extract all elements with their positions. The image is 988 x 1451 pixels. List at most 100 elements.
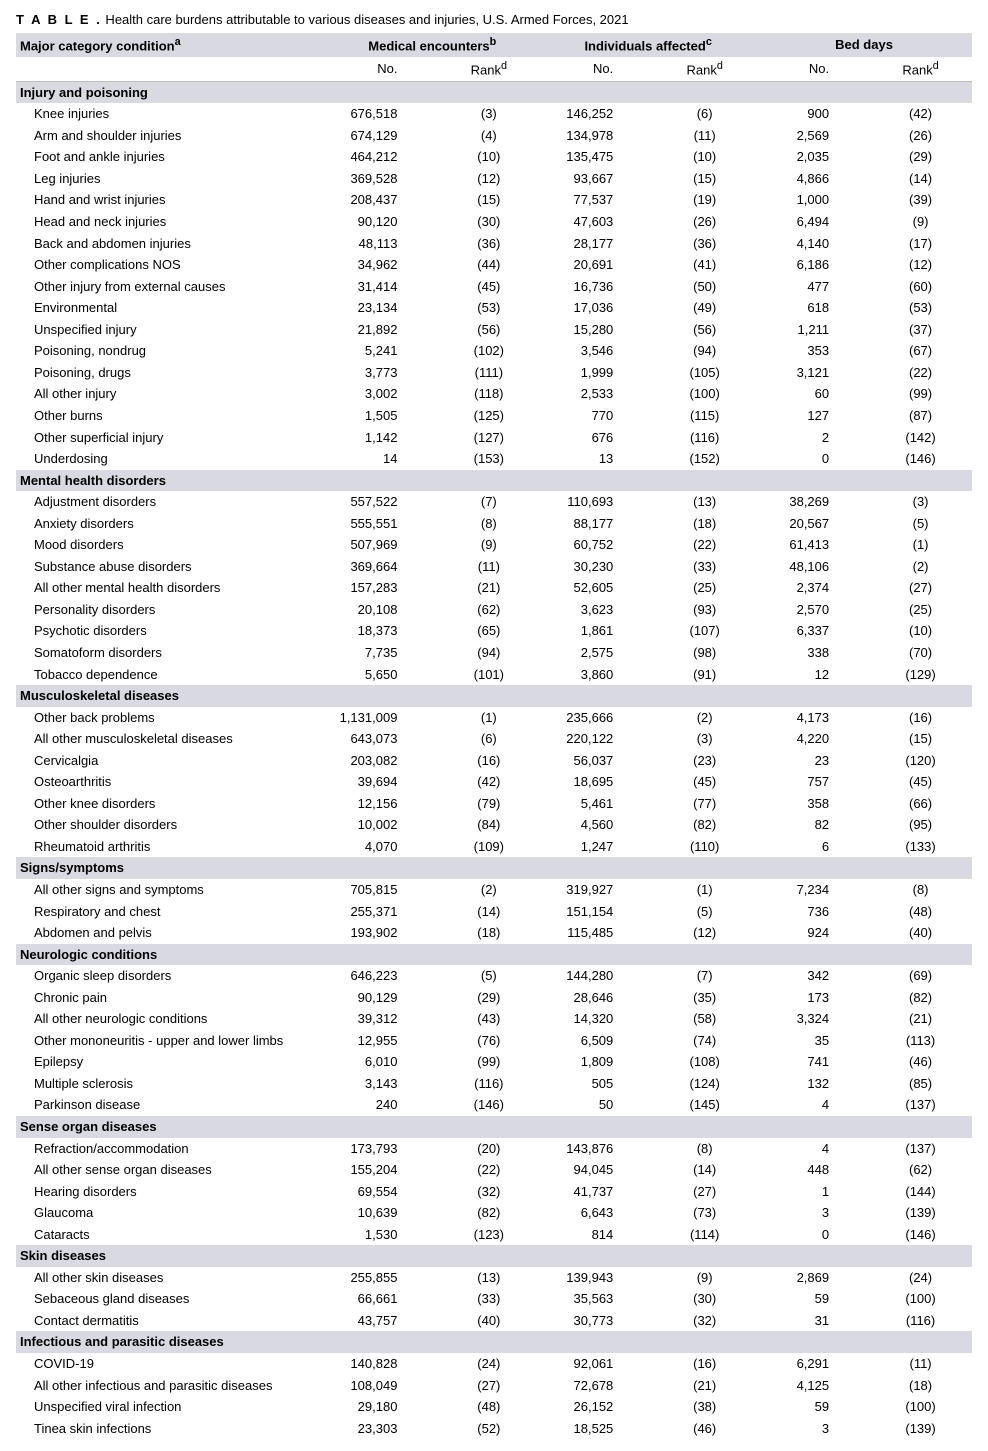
me-no: 31,414 <box>324 276 437 298</box>
ia-rank: (100) <box>653 383 756 405</box>
ia-no: 6,509 <box>540 1030 653 1052</box>
bd-rank: (100) <box>869 1288 972 1310</box>
bd-rank: (29) <box>869 146 972 168</box>
title-text: Health care burdens attributable to vari… <box>102 12 629 27</box>
bd-rank: (3) <box>869 491 972 513</box>
hdr-empty <box>16 57 324 81</box>
section-title: Infectious and parasitic diseases <box>16 1331 972 1353</box>
bd-no: 448 <box>756 1159 869 1181</box>
ia-no: 92,061 <box>540 1353 653 1375</box>
row-label: All other sense organ diseases <box>16 1159 324 1181</box>
me-rank: (116) <box>437 1073 540 1095</box>
me-no: 29,180 <box>324 1396 437 1418</box>
ia-no: 60,752 <box>540 534 653 556</box>
me-no: 20,108 <box>324 599 437 621</box>
ia-rank: (91) <box>653 664 756 686</box>
row-label: Contact dermatitis <box>16 1310 324 1332</box>
bd-rank: (46) <box>869 1051 972 1073</box>
bd-rank: (66) <box>869 793 972 815</box>
bd-rank: (82) <box>869 987 972 1009</box>
ia-rank: (11) <box>653 125 756 147</box>
bd-rank: (9) <box>869 211 972 233</box>
ia-rank: (2) <box>653 707 756 729</box>
bd-rank: (39) <box>869 189 972 211</box>
me-no: 369,528 <box>324 168 437 190</box>
bd-no: 7,234 <box>756 879 869 901</box>
ia-rank: (5) <box>653 901 756 923</box>
row-label: Hand and wrist injuries <box>16 189 324 211</box>
ia-no: 77,537 <box>540 189 653 211</box>
ia-no: 47,603 <box>540 211 653 233</box>
table-row: Psychotic disorders18,373(65)1,861(107)6… <box>16 620 972 642</box>
ia-no: 220,122 <box>540 728 653 750</box>
table-row: Substance abuse disorders369,664(11)30,2… <box>16 556 972 578</box>
table-row: Other injury from external causes31,414(… <box>16 276 972 298</box>
bd-rank: (18) <box>869 1375 972 1397</box>
me-no: 90,120 <box>324 211 437 233</box>
ia-no: 110,693 <box>540 491 653 513</box>
bd-rank: (21) <box>869 1008 972 1030</box>
row-label: Refraction/accommodation <box>16 1138 324 1160</box>
data-table: Major category conditiona Medical encoun… <box>16 33 972 1439</box>
me-rank: (7) <box>437 491 540 513</box>
table-title: T A B L E . Health care burdens attribut… <box>16 12 972 27</box>
me-no: 23,303 <box>324 1418 437 1440</box>
table-row: Unspecified viral infection29,180(48)26,… <box>16 1396 972 1418</box>
me-rank: (14) <box>437 901 540 923</box>
me-no: 23,134 <box>324 297 437 319</box>
me-rank: (99) <box>437 1051 540 1073</box>
table-row: All other skin diseases255,855(13)139,94… <box>16 1267 972 1289</box>
bd-no: 173 <box>756 987 869 1009</box>
ia-rank: (12) <box>653 922 756 944</box>
table-row: Environmental23,134(53)17,036(49)618(53) <box>16 297 972 319</box>
row-label: Osteoarthritis <box>16 771 324 793</box>
me-rank: (30) <box>437 211 540 233</box>
ia-rank: (105) <box>653 362 756 384</box>
bd-no: 31 <box>756 1310 869 1332</box>
me-rank: (1) <box>437 707 540 729</box>
ia-no: 143,876 <box>540 1138 653 1160</box>
ia-no: 15,280 <box>540 319 653 341</box>
bd-rank: (69) <box>869 965 972 987</box>
ia-no: 2,575 <box>540 642 653 664</box>
table-row: Glaucoma10,639(82)6,643(73)3(139) <box>16 1202 972 1224</box>
me-rank: (33) <box>437 1288 540 1310</box>
me-rank: (3) <box>437 103 540 125</box>
ia-no: 56,037 <box>540 750 653 772</box>
header-row-2: No. Rankd No. Rankd No. Rankd <box>16 57 972 81</box>
ia-no: 6,643 <box>540 1202 653 1224</box>
bd-rank: (137) <box>869 1138 972 1160</box>
bd-no: 2,869 <box>756 1267 869 1289</box>
bd-no: 2 <box>756 427 869 449</box>
section-header: Injury and poisoning <box>16 81 972 103</box>
ia-rank: (23) <box>653 750 756 772</box>
bd-rank: (16) <box>869 707 972 729</box>
bd-rank: (95) <box>869 814 972 836</box>
ia-rank: (56) <box>653 319 756 341</box>
table-row: Parkinson disease240(146)50(145)4(137) <box>16 1094 972 1116</box>
bd-no: 38,269 <box>756 491 869 513</box>
row-label: Unspecified injury <box>16 319 324 341</box>
me-rank: (4) <box>437 125 540 147</box>
table-row: Tobacco dependence5,650(101)3,860(91)12(… <box>16 664 972 686</box>
ia-no: 3,860 <box>540 664 653 686</box>
me-no: 140,828 <box>324 1353 437 1375</box>
row-label: Leg injuries <box>16 168 324 190</box>
me-rank: (125) <box>437 405 540 427</box>
table-row: Adjustment disorders557,522(7)110,693(13… <box>16 491 972 513</box>
bd-no: 0 <box>756 448 869 470</box>
me-rank: (48) <box>437 1396 540 1418</box>
row-label: Somatoform disorders <box>16 642 324 664</box>
ia-rank: (19) <box>653 189 756 211</box>
me-rank: (79) <box>437 793 540 815</box>
section-title: Neurologic conditions <box>16 944 972 966</box>
me-rank: (109) <box>437 836 540 858</box>
me-no: 255,855 <box>324 1267 437 1289</box>
row-label: Respiratory and chest <box>16 901 324 923</box>
ia-rank: (77) <box>653 793 756 815</box>
bd-rank: (67) <box>869 340 972 362</box>
row-label: Other back problems <box>16 707 324 729</box>
bd-no: 59 <box>756 1288 869 1310</box>
ia-no: 50 <box>540 1094 653 1116</box>
bd-rank: (139) <box>869 1202 972 1224</box>
